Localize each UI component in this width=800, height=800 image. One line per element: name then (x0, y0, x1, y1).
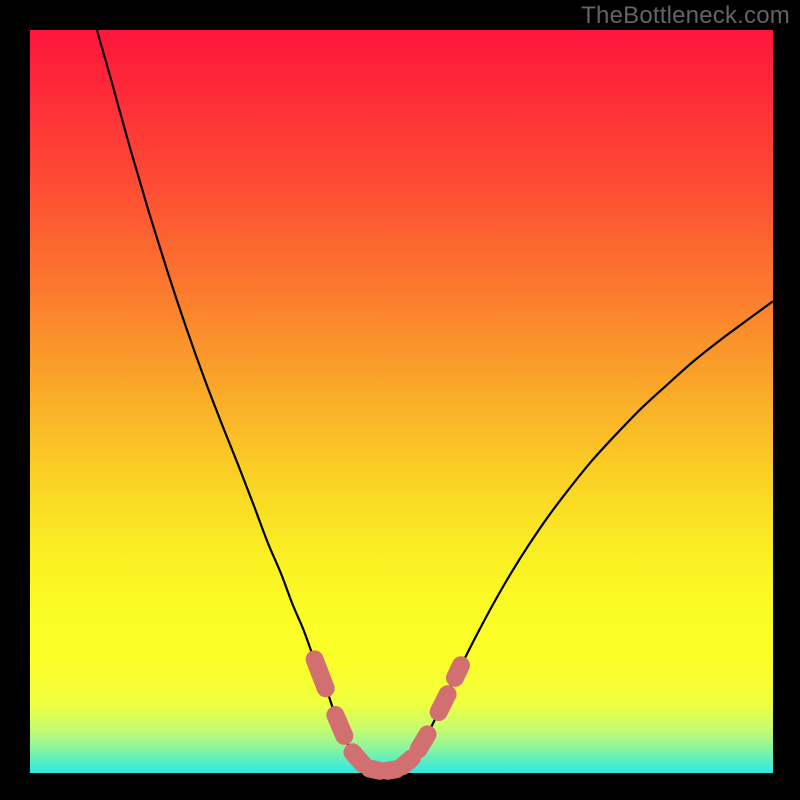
curve-marker (419, 734, 428, 749)
watermark-text: TheBottleneck.com (581, 2, 790, 30)
curve-marker (315, 659, 326, 688)
bottleneck-curve (97, 30, 773, 771)
curve-marker (402, 758, 412, 766)
curve-marker (455, 665, 461, 678)
curve-marker (335, 715, 344, 736)
curve-marker (439, 694, 448, 712)
chart-stage: TheBottleneck.com (0, 0, 800, 800)
curve-marker (352, 752, 362, 764)
plot-area (30, 30, 773, 773)
curve-layer (30, 30, 773, 773)
marker-group (315, 659, 461, 770)
